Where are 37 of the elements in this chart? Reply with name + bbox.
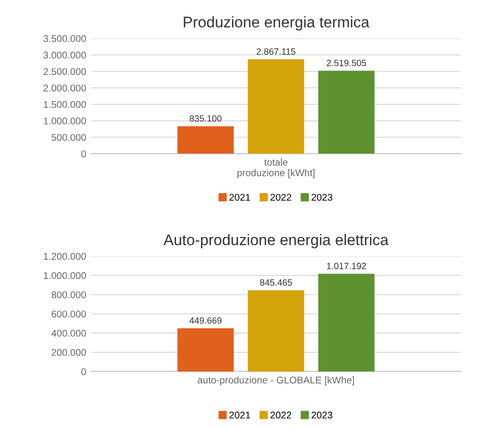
- legend-label: 2021: [229, 412, 250, 419]
- bar: [248, 290, 304, 372]
- x-tick-label: auto-produzione - GLOBALE [kWhe]: [198, 376, 354, 386]
- bar: [177, 328, 234, 372]
- y-tick-label: 800.000: [52, 291, 86, 298]
- bar: [248, 59, 304, 154]
- data-label: 449.669: [189, 317, 222, 324]
- bar: [177, 126, 234, 154]
- legend-label: 2023: [312, 412, 332, 419]
- y-tick-label: 600.000: [52, 310, 86, 318]
- legend-label: 2023: [312, 194, 332, 201]
- y-tick-label: 1.500.000: [44, 101, 86, 108]
- legend-label: 2022: [270, 194, 292, 201]
- data-label: 835.100: [190, 115, 222, 122]
- y-tick-label: 1.000.000: [44, 272, 86, 280]
- y-tick-label: 3.500.000: [43, 35, 86, 42]
- y-tick-label: 1.200.000: [44, 252, 86, 260]
- chart-title: Produzione energia termica: [184, 16, 370, 30]
- chart-title: Auto-produzione energia elettrica: [164, 234, 389, 248]
- y-tick-label: 0: [81, 368, 86, 376]
- y-tick-label: 2.500.000: [44, 68, 86, 75]
- data-label: 1.017.192: [327, 262, 366, 270]
- y-tick-label: 2.000.000: [44, 84, 86, 92]
- legend-label: 2021: [229, 194, 250, 201]
- y-tick-label: 400.000: [51, 330, 86, 337]
- legend-label: 2022: [270, 412, 292, 419]
- bar: [318, 274, 375, 372]
- data-label: 2.519.505: [326, 60, 366, 66]
- y-tick-label: 1.000.000: [44, 118, 86, 124]
- y-tick-label: 3.000.000: [43, 52, 86, 59]
- x-tick-label: totale produzione [kWht]: [237, 158, 314, 178]
- y-tick-label: 500.000: [52, 134, 86, 141]
- y-tick-label: 200.000: [52, 349, 86, 356]
- data-label: 2.867.115: [256, 48, 296, 55]
- bar: [318, 70, 375, 154]
- y-tick-label: 0: [81, 150, 86, 158]
- data-label: 845.465: [260, 279, 292, 286]
